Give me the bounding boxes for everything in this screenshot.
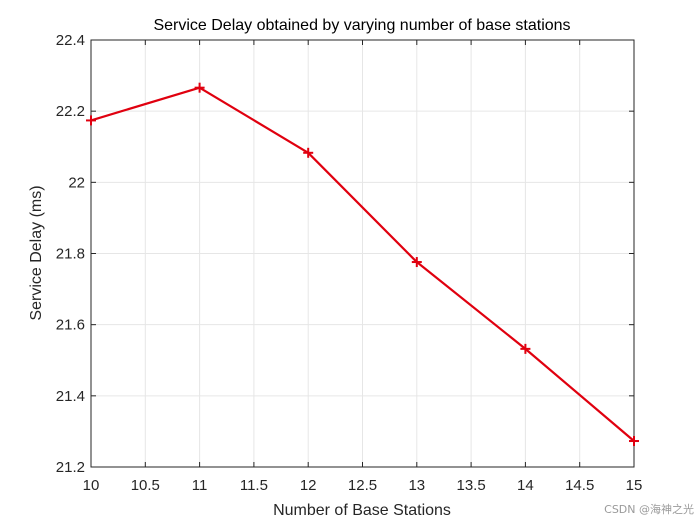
y-tick-label: 21.2	[56, 459, 85, 476]
y-tick-label: 22.2	[56, 103, 85, 120]
x-tick-label: 14.5	[565, 477, 594, 494]
y-tick-label: 22.4	[56, 32, 85, 49]
x-axis: 10 10.5 11 11.5 12 12.5 13 13.5 14 14.5 15	[83, 40, 643, 494]
x-tick-label: 11	[192, 477, 208, 494]
x-tick-label: 12.5	[348, 477, 377, 494]
y-tick-label: 21.6	[56, 317, 85, 334]
data-point	[520, 343, 531, 354]
y-tick-label: 21.4	[56, 388, 85, 405]
data-point	[411, 257, 422, 268]
x-tick-label: 13.5	[456, 477, 485, 494]
y-tick-label: 21.8	[56, 246, 85, 263]
watermark: CSDN @海神之光	[604, 503, 694, 516]
x-tick-label: 11.5	[240, 477, 268, 494]
chart-title: Service Delay obtained by varying number…	[153, 17, 570, 34]
y-axis-label: Service Delay (ms)	[28, 185, 45, 320]
data-point	[629, 436, 639, 447]
series-group	[86, 82, 639, 447]
x-tick-label: 10.5	[131, 477, 160, 494]
y-tick-label: 22	[68, 174, 85, 191]
x-tick-label: 10	[83, 477, 100, 494]
data-point	[86, 115, 96, 126]
x-axis-label: Number of Base Stations	[273, 502, 451, 519]
grid	[90, 39, 635, 468]
data-point	[303, 147, 314, 158]
x-tick-label: 15	[626, 477, 643, 494]
x-tick-label: 12	[300, 477, 317, 494]
x-tick-label: 14	[517, 477, 534, 494]
x-tick-label: 13	[408, 477, 425, 494]
data-point	[194, 82, 205, 93]
series-line	[90, 86, 635, 442]
y-axis: 21.2 21.4 21.6 21.8 22 22.2 22.4	[56, 32, 634, 476]
